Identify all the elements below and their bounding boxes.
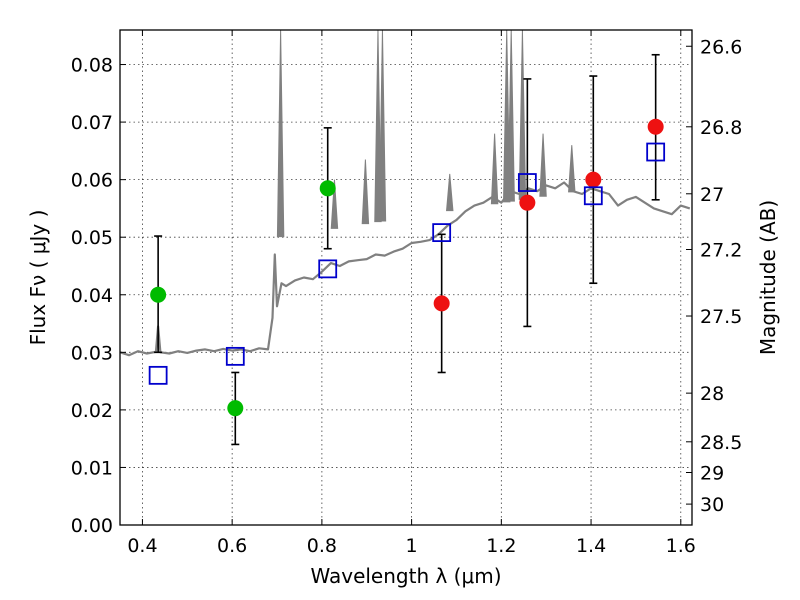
x-tick-label: 1 — [406, 535, 418, 557]
plot-area — [120, 30, 691, 446]
y2-tick-label: 26.8 — [700, 117, 742, 139]
y-tick-label: 0.05 — [71, 227, 113, 249]
y2-tick-label: 28 — [700, 383, 724, 405]
x-tick-label: 0.6 — [217, 535, 247, 557]
y2-tick-label: 29 — [700, 463, 724, 485]
model-square-point — [148, 365, 168, 385]
sed-emission-line — [568, 145, 576, 193]
y-tick-label: 0.03 — [71, 342, 113, 364]
y2-tick-label: 30 — [700, 494, 724, 516]
y2-tick-label: 26.6 — [700, 36, 742, 58]
data-point — [585, 171, 602, 188]
y2-tick-label: 27.2 — [700, 240, 742, 262]
axes: 0.4 0.6 0.8 1 1.2 1.4 1.6 0.00 0.01 0.02 0.03 0.04 0… — [71, 30, 742, 557]
sed-emission-line — [378, 30, 387, 222]
sed-emission-line — [539, 133, 547, 197]
y2-axis-label: Magnitude (AB) — [756, 200, 780, 355]
y2-tick-label: 27 — [700, 184, 724, 206]
model-square-point — [517, 173, 537, 192]
grid-lines — [120, 30, 692, 526]
data-point — [319, 180, 336, 197]
sed-emission-line — [330, 179, 339, 229]
data-point — [150, 286, 167, 303]
sed-emission-line — [490, 133, 499, 205]
y-tick-label: 0.06 — [71, 170, 113, 192]
y-axis-label: Flux Fν ( μJy ) — [26, 210, 50, 346]
sed-emission-line — [361, 159, 370, 225]
sed-emission-line — [507, 30, 515, 202]
x-axis-label: Wavelength λ (μm) — [310, 564, 501, 588]
sed-emission-line — [445, 173, 454, 212]
y2-tick-label: 27.5 — [700, 306, 742, 328]
data-point — [433, 295, 450, 312]
y-tick-label: 0.00 — [71, 515, 113, 537]
x-tick-label: 1.2 — [486, 535, 516, 557]
sed-emission-line — [276, 30, 285, 238]
model-square-point — [318, 259, 338, 279]
y-tick-label: 0.01 — [71, 457, 113, 479]
data-point — [647, 118, 664, 135]
y-tick-label: 0.08 — [71, 55, 113, 77]
model-square-point — [225, 346, 245, 366]
y-tick-label: 0.02 — [71, 400, 113, 422]
data-point — [519, 194, 536, 211]
data-point — [227, 400, 244, 417]
y-tick-label: 0.07 — [71, 112, 113, 134]
model-square-point — [583, 186, 603, 206]
y2-tick-label: 28.5 — [700, 432, 742, 454]
y-tick-label: 0.04 — [71, 285, 113, 307]
x-tick-label: 0.4 — [127, 535, 157, 557]
model-square-point — [646, 142, 666, 162]
x-tick-label: 0.8 — [307, 535, 337, 557]
x-tick-label: 1.6 — [666, 535, 696, 557]
axes-frame — [119, 29, 693, 526]
model-square-point — [432, 223, 452, 243]
x-tick-label: 1.4 — [576, 535, 606, 557]
sed-model-line — [120, 181, 691, 357]
